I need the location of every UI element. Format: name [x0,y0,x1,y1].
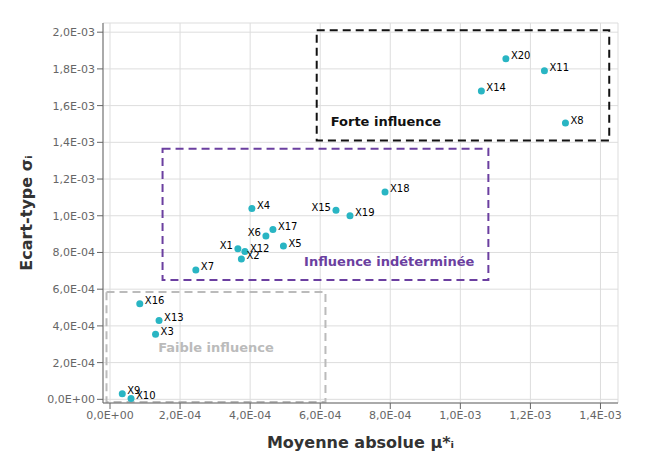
svg-text:X15: X15 [311,202,331,213]
svg-text:2,0E-04: 2,0E-04 [159,409,201,422]
svg-text:X1: X1 [220,240,233,251]
svg-text:0,0E+00: 0,0E+00 [47,393,95,406]
svg-text:Ecart-type σᵢ: Ecart-type σᵢ [17,155,36,270]
svg-text:X3: X3 [161,326,174,337]
svg-text:1,2E-03: 1,2E-03 [509,409,551,422]
svg-text:Influence indéterminée: Influence indéterminée [304,254,474,269]
svg-text:X20: X20 [511,50,531,61]
svg-text:1,8E-03: 1,8E-03 [53,63,95,76]
svg-text:1,4E-03: 1,4E-03 [579,409,621,422]
svg-text:1,4E-03: 1,4E-03 [53,136,95,149]
svg-text:6,0E-04: 6,0E-04 [53,283,95,296]
svg-text:6,0E-04: 6,0E-04 [299,409,341,422]
svg-text:2,0E-04: 2,0E-04 [53,357,95,370]
svg-text:X14: X14 [486,82,506,93]
svg-text:X2: X2 [246,250,259,261]
svg-text:X10: X10 [136,390,156,401]
svg-text:X17: X17 [278,221,298,232]
svg-text:X8: X8 [570,115,583,126]
svg-text:X19: X19 [355,207,375,218]
svg-text:Faible influence: Faible influence [158,340,274,355]
svg-text:X4: X4 [257,200,270,211]
svg-text:X13: X13 [164,312,184,323]
svg-text:8,0E-04: 8,0E-04 [53,246,95,259]
svg-text:X11: X11 [549,62,569,73]
svg-text:X5: X5 [288,238,301,249]
svg-text:1,0E-03: 1,0E-03 [53,210,95,223]
svg-text:X6: X6 [248,227,261,238]
svg-text:X18: X18 [390,183,410,194]
svg-text:1,0E-03: 1,0E-03 [439,409,481,422]
svg-text:X7: X7 [201,261,214,272]
svg-text:X9: X9 [127,385,141,397]
svg-text:Moyenne absolue μ*ᵢ: Moyenne absolue μ*ᵢ [267,433,454,452]
svg-text:8,0E-04: 8,0E-04 [369,409,411,422]
svg-text:4,0E-04: 4,0E-04 [229,409,271,422]
svg-text:X16: X16 [145,295,165,306]
svg-text:4,0E-04: 4,0E-04 [53,320,95,333]
svg-text:2,0E-03: 2,0E-03 [53,26,95,39]
svg-text:X12: X12 [249,243,270,255]
svg-text:Forte influence: Forte influence [331,114,442,129]
svg-text:0,0E+00: 0,0E+00 [86,409,134,422]
svg-text:1,2E-03: 1,2E-03 [53,173,95,186]
svg-text:1,6E-03: 1,6E-03 [53,100,95,113]
